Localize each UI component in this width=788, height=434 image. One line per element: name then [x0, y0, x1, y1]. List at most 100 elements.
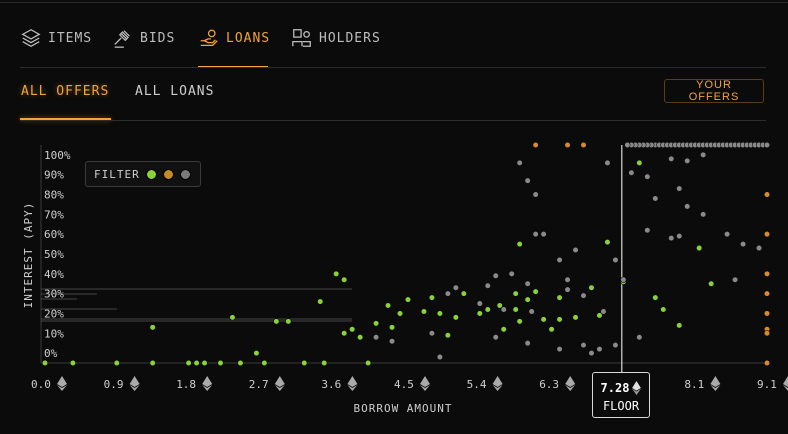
y-tick-label: 40% — [44, 268, 64, 281]
tab-items[interactable]: ITEMS — [20, 26, 92, 50]
data-point-green — [217, 359, 224, 367]
y-tick-label: 60% — [44, 228, 64, 241]
data-point-green — [428, 294, 436, 301]
data-point-green — [596, 312, 603, 319]
data-point-gray — [452, 284, 459, 291]
tab-bids[interactable]: BIDS — [112, 26, 175, 50]
data-point-gray — [572, 246, 579, 254]
tab-bids-label: BIDS — [140, 30, 176, 46]
data-point-green — [556, 294, 563, 301]
gavel-icon — [114, 30, 130, 48]
data-point-gray — [492, 334, 499, 341]
data-point-green — [229, 314, 236, 321]
data-point-gray — [600, 308, 607, 315]
data-point-green — [512, 306, 519, 313]
data-point-orange — [763, 270, 771, 277]
x-tick-label: 9.1 — [757, 378, 777, 391]
top-border — [0, 2, 788, 3]
x-tick-label: 2.7 — [249, 378, 269, 391]
layers-icon — [21, 29, 41, 47]
data-point-green — [436, 310, 444, 317]
data-point-green — [496, 302, 503, 309]
data-point-green — [321, 359, 328, 367]
y-tick-label: 50% — [44, 248, 64, 261]
data-point-gray — [731, 276, 739, 283]
data-point-green — [500, 326, 507, 333]
data-point-gray — [388, 338, 396, 345]
your-offers-button[interactable]: YOUR OFFERS — [664, 79, 764, 103]
data-point-green — [444, 332, 451, 339]
floor-badge: 7.28 FLOOR — [592, 372, 650, 418]
data-point-gray — [580, 342, 587, 349]
data-point-green — [588, 284, 595, 291]
data-point-gray — [436, 353, 444, 361]
main-tabs: ITEMS BIDS LOANS HOLDERS — [0, 0, 788, 68]
data-point-gray — [528, 308, 535, 315]
data-point-green — [696, 244, 703, 252]
data-point-gray — [596, 346, 603, 353]
hand-coin-icon — [200, 29, 218, 46]
data-point-green — [113, 359, 120, 367]
data-point-gray — [556, 256, 563, 264]
data-point-gray — [644, 173, 651, 180]
data-point-green — [676, 322, 683, 329]
data-point-green — [285, 318, 292, 325]
subtab-all-loans[interactable]: ALL LOANS — [135, 84, 215, 99]
data-point-green — [384, 302, 392, 309]
filter-green-dot[interactable] — [145, 168, 157, 180]
tab-loans[interactable]: LOANS — [198, 26, 270, 50]
data-point-orange — [763, 290, 771, 297]
data-point-green — [333, 270, 340, 277]
data-point-green — [556, 316, 563, 323]
data-point-green — [516, 240, 523, 248]
eth-icon — [492, 376, 503, 391]
data-point-green — [420, 308, 428, 315]
data-point-green — [149, 324, 156, 331]
x-tick-label: 1.8 — [176, 378, 196, 391]
tab-items-label: ITEMS — [48, 30, 93, 46]
x-tick-label: 6.3 — [539, 378, 559, 391]
data-point-green — [69, 359, 77, 367]
filter-orange-dot[interactable] — [162, 168, 174, 180]
subtab-all-offers[interactable]: ALL OFFERS — [21, 84, 110, 99]
data-point-green — [253, 349, 260, 357]
data-point-green — [341, 330, 348, 337]
data-point-orange — [763, 359, 771, 367]
data-point-orange — [763, 191, 771, 198]
filter-gray-dot[interactable] — [179, 168, 191, 180]
data-point-gray — [644, 227, 651, 234]
data-point-gray — [668, 155, 675, 162]
data-point-green — [149, 359, 156, 367]
data-point-green — [201, 359, 208, 367]
y-tick-label: 20% — [44, 307, 64, 320]
data-point-gray — [516, 159, 523, 166]
data-point-green — [708, 280, 715, 287]
data-point-green — [349, 326, 356, 333]
subtabs-divider — [20, 120, 766, 121]
x-tick-label: 8.1 — [684, 378, 704, 391]
offers-scatter-chart[interactable]: 0% 10% 20% 30% 40% 50% 60% 70% 80% 90% 100% 0.0 0.9 1… — [0, 130, 788, 430]
data-point-green — [484, 306, 491, 313]
data-point-gray — [372, 334, 380, 341]
users-icon — [292, 29, 311, 47]
data-point-green — [572, 314, 579, 321]
data-point-orange — [564, 141, 571, 149]
data-point-gray — [676, 233, 683, 240]
data-point-gray — [524, 340, 531, 347]
tab-loans-label: LOANS — [226, 30, 271, 46]
data-point-green — [185, 359, 192, 367]
y-tick-label: 90% — [44, 169, 64, 182]
data-point-green — [532, 288, 539, 295]
y-axis-title: INTEREST (APY) — [22, 202, 35, 309]
data-point-green — [636, 159, 643, 166]
tab-holders[interactable]: HOLDERS — [291, 26, 381, 50]
data-point-gray — [612, 256, 619, 264]
data-point-gray — [476, 300, 483, 307]
data-point-gray — [676, 185, 683, 192]
data-point-green — [41, 359, 49, 367]
filter-panel: FILTER — [85, 161, 201, 187]
x-tick-label: 4.5 — [394, 378, 414, 391]
eth-icon — [129, 376, 140, 391]
data-point-gray — [532, 231, 539, 238]
data-point-green — [372, 320, 380, 327]
